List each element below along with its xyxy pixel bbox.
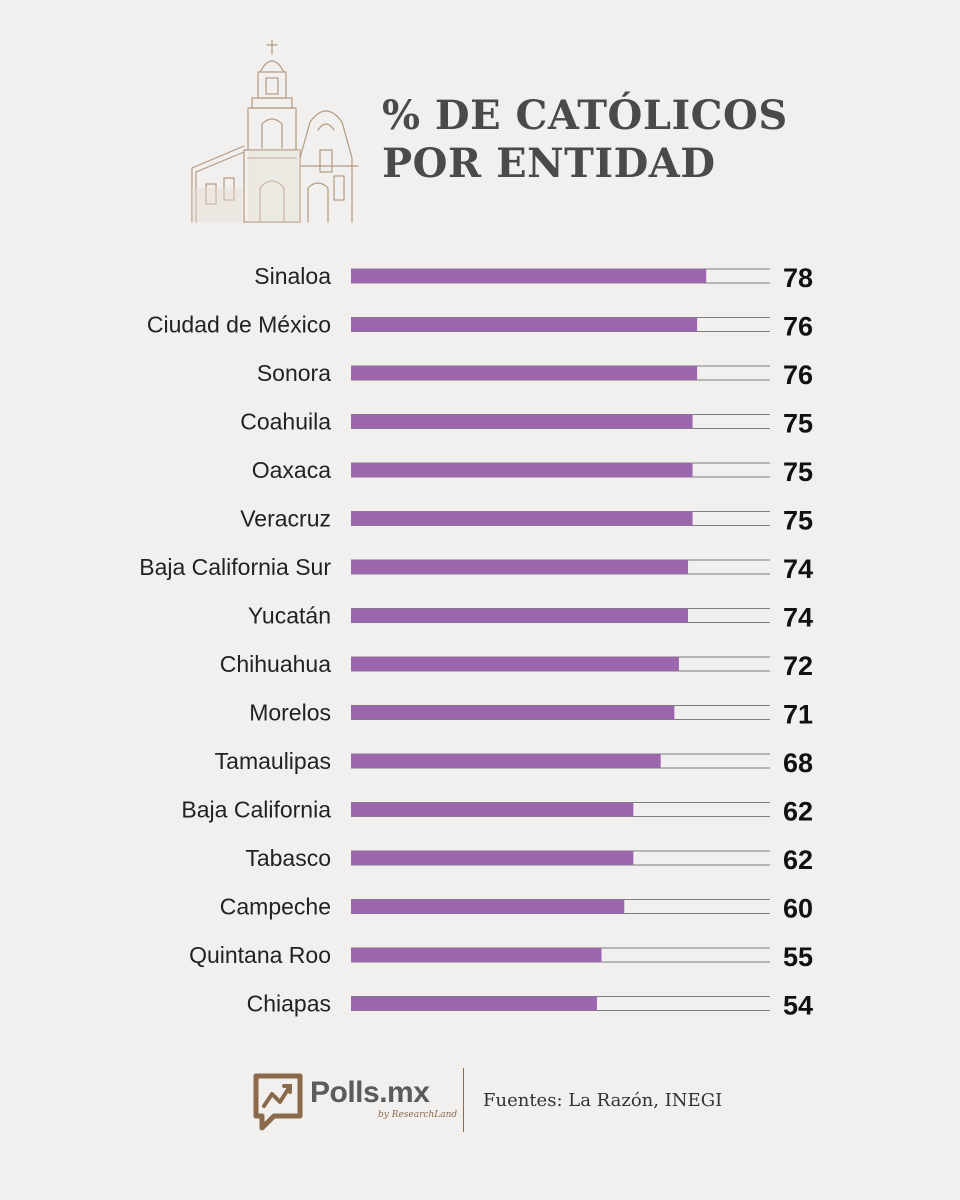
value-label: 75 (783, 506, 813, 536)
value-label: 74 (783, 603, 813, 633)
brand-subtitle: by ResearchLand (378, 1110, 458, 1120)
bar (351, 899, 625, 914)
category-label: Oaxaca (252, 457, 331, 483)
category-label: Veracruz (240, 506, 331, 532)
category-label: Sinaloa (254, 263, 331, 289)
category-label: Campeche (220, 894, 331, 920)
footer-divider (463, 1068, 464, 1132)
bar (351, 463, 693, 477)
bar (351, 269, 707, 283)
title-line-2: POR ENTIDAD (382, 140, 716, 187)
value-label: 54 (783, 991, 813, 1021)
category-label: Baja California Sur (139, 554, 331, 580)
bar (351, 996, 597, 1011)
value-label: 72 (783, 651, 813, 681)
bar (351, 802, 634, 817)
chart-title: % DE CATÓLICOS POR ENTIDAD (382, 92, 902, 188)
value-label: 68 (783, 748, 813, 778)
bar (351, 560, 689, 574)
brand-name: Polls.mx (310, 1076, 430, 1109)
category-label: Morelos (249, 700, 331, 726)
value-label: 76 (783, 360, 813, 390)
footer: Polls.mx by ResearchLand Fuentes: La Raz… (0, 1062, 960, 1142)
bar (351, 851, 634, 865)
value-label: 78 (783, 263, 813, 293)
category-label: Quintana Roo (189, 942, 331, 968)
value-label: 71 (783, 700, 813, 730)
sources-text: Fuentes: La Razón, INEGI (483, 1090, 723, 1111)
bar (351, 608, 689, 623)
bar (351, 366, 698, 380)
bar (351, 705, 675, 720)
title-line-1: % DE CATÓLICOS (382, 92, 788, 139)
bar (351, 317, 698, 332)
bar (351, 511, 693, 526)
category-label: Tamaulipas (215, 748, 331, 774)
value-label: 62 (783, 797, 813, 827)
value-label: 60 (783, 894, 813, 924)
value-label: 74 (783, 554, 813, 584)
bar-chart: Sinaloa 78 Ciudad de México 76 Sonora 76 Coahu… (139, 263, 813, 1021)
church-illustration-icon (191, 39, 359, 223)
category-label: Tabasco (245, 845, 331, 871)
bar (351, 414, 693, 429)
value-label: 55 (783, 942, 813, 972)
category-label: Chihuahua (220, 651, 331, 677)
value-label: 76 (783, 312, 813, 342)
value-label: 75 (783, 457, 813, 487)
category-label: Coahuila (240, 409, 331, 435)
category-label: Sonora (257, 360, 331, 386)
category-label: Ciudad de México (147, 312, 331, 338)
bar (351, 657, 679, 671)
bar (351, 754, 661, 768)
polls-logo-icon (253, 1073, 303, 1131)
category-label: Chiapas (247, 991, 331, 1017)
value-label: 75 (783, 409, 813, 439)
value-label: 62 (783, 845, 813, 875)
category-label: Yucatán (248, 603, 331, 629)
category-label: Baja California (181, 797, 331, 823)
bar (351, 948, 602, 962)
